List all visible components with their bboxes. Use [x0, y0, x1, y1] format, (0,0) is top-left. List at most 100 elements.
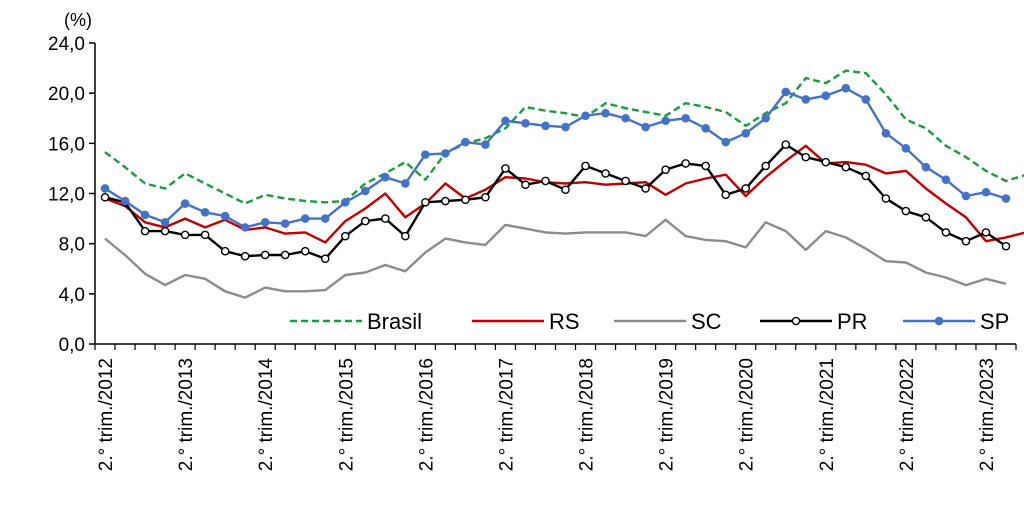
data-point-sp	[841, 83, 851, 93]
y-axis-unit-label: (%)	[64, 10, 92, 30]
legend-label-sp: SP	[980, 309, 1009, 334]
data-point-pr	[140, 226, 150, 236]
data-point-sp	[661, 116, 670, 126]
data-point-sp	[801, 95, 811, 104]
data-point-pr	[541, 176, 550, 186]
y-tick-label: 20,0	[48, 84, 85, 105]
data-point-sp	[461, 137, 470, 147]
x-tick-label: 2.° trim./2022	[897, 358, 918, 471]
data-point-pr	[220, 246, 230, 256]
data-point-pr	[501, 164, 510, 173]
data-point-sp	[681, 113, 690, 123]
legend-marker-sp	[934, 316, 944, 326]
data-point-pr	[621, 176, 630, 186]
x-tick-label: 2.° trim./2013	[176, 358, 197, 471]
x-tick-label: 2.° trim./2020	[737, 358, 758, 471]
legend-item-rs: RS	[472, 309, 580, 334]
data-point-sp	[441, 149, 450, 158]
data-point-pr	[260, 250, 270, 260]
data-point-sp	[140, 210, 150, 220]
data-point-pr	[421, 197, 430, 207]
data-point-sp	[100, 184, 110, 193]
data-point-sp	[541, 121, 550, 131]
data-point-pr	[661, 165, 670, 174]
data-point-sp	[961, 191, 971, 201]
data-point-pr	[601, 169, 610, 178]
data-point-sp	[721, 137, 730, 147]
data-point-pr	[741, 184, 751, 193]
data-point-pr	[921, 213, 931, 222]
data-point-pr	[941, 228, 951, 237]
series-brasil	[104, 69, 1024, 205]
data-point-pr	[981, 228, 991, 237]
data-point-sp	[240, 223, 250, 232]
data-point-pr	[881, 194, 891, 203]
series-pr	[100, 140, 1011, 264]
legend-label-sc: SC	[691, 309, 722, 334]
data-point-pr	[481, 192, 490, 202]
data-point-sp	[781, 87, 791, 97]
y-tick-label: 16,0	[48, 134, 85, 155]
data-point-pr	[521, 180, 530, 190]
data-point-sp	[280, 219, 290, 228]
data-point-sp	[320, 214, 330, 223]
series-line-brasil	[104, 69, 1024, 205]
data-point-sp	[120, 196, 130, 206]
data-point-sp	[821, 91, 831, 100]
legend-marker-pr	[791, 316, 801, 326]
legend-label-brasil: Brasil	[367, 309, 422, 334]
data-point-sp	[581, 111, 590, 121]
data-point-pr	[300, 246, 310, 256]
x-tick-label: 2.° trim./2016	[416, 358, 437, 471]
data-point-sp	[881, 128, 891, 138]
data-point-pr	[861, 171, 871, 181]
data-point-sp	[761, 113, 771, 123]
series-rs	[104, 144, 1024, 244]
legend-item-brasil: Brasil	[290, 309, 422, 334]
data-point-pr	[841, 162, 851, 172]
x-tick-label: 2.° trim./2023	[977, 358, 998, 471]
y-tick-label: 4,0	[59, 285, 85, 306]
data-point-pr	[961, 236, 971, 246]
data-point-pr	[761, 161, 771, 171]
series-line-rs	[104, 144, 1024, 244]
series-sc	[104, 218, 1007, 299]
y-tick-label: 24,0	[48, 34, 85, 55]
x-tick-label: 2.° trim./2021	[817, 358, 838, 471]
data-point-sp	[521, 118, 530, 128]
data-point-sp	[180, 199, 190, 208]
legend-item-pr: PR	[760, 309, 868, 334]
data-point-pr	[160, 226, 170, 236]
data-point-pr	[441, 196, 450, 206]
data-point-sp	[421, 150, 430, 159]
data-point-sp	[741, 128, 751, 138]
data-point-sp	[941, 175, 951, 185]
data-point-pr	[340, 231, 350, 241]
data-point-pr	[320, 254, 330, 264]
data-point-pr	[240, 251, 250, 261]
data-point-sp	[601, 108, 610, 118]
data-point-sp	[1001, 194, 1011, 203]
y-tick-label: 0,0	[59, 335, 85, 356]
data-point-pr	[561, 185, 570, 195]
data-point-sp	[481, 140, 490, 149]
y-axis: 0,0 4,0 8,0 12,0 16,0 20,0 24,0	[48, 34, 96, 356]
data-point-pr	[360, 216, 370, 226]
data-point-pr	[1001, 241, 1011, 251]
data-point-sp	[701, 123, 710, 133]
data-point-sp	[200, 208, 210, 217]
x-tick-label: 2.° trim./2015	[336, 358, 357, 471]
data-point-sp	[641, 122, 650, 132]
x-tick-label: 2.° trim./2012	[96, 358, 117, 471]
data-point-sp	[561, 122, 570, 132]
data-point-sp	[160, 218, 170, 227]
data-point-pr	[461, 195, 470, 205]
data-point-pr	[280, 250, 290, 260]
data-point-sp	[360, 186, 370, 196]
data-point-sp	[260, 218, 270, 227]
x-tick-label: 2.° trim./2019	[657, 358, 678, 471]
data-point-sp	[220, 211, 230, 221]
legend-item-sp: SP	[903, 309, 1009, 334]
data-point-sp	[861, 95, 871, 104]
